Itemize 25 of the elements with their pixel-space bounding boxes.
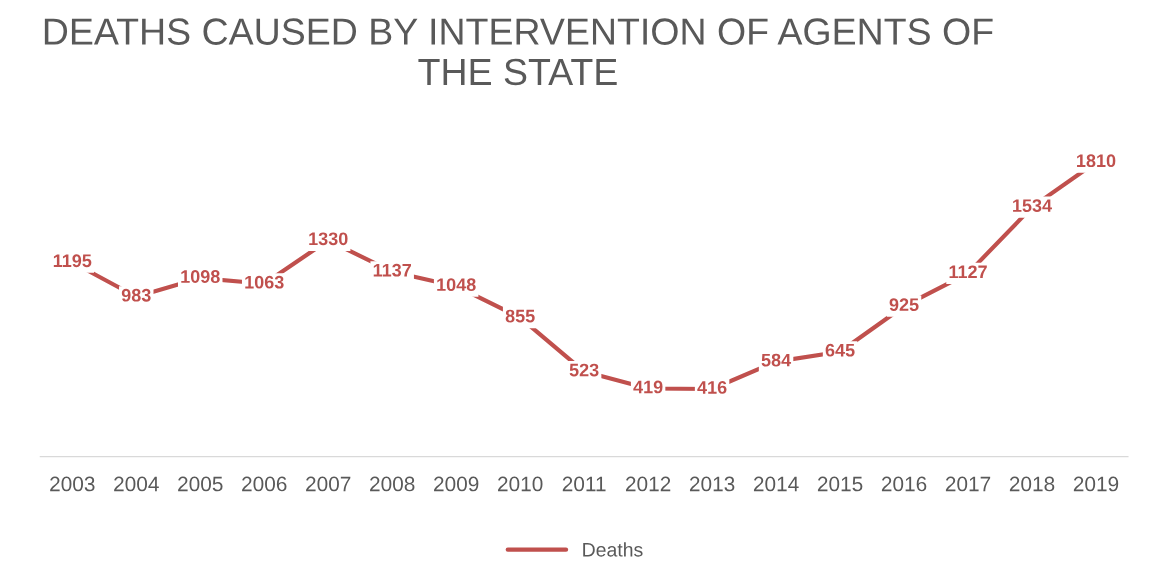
legend-label: Deaths [583, 542, 643, 557]
x-tick-label: 2008 [370, 476, 415, 492]
x-tick-label: 2005 [178, 476, 223, 492]
data-label: 1063 [245, 275, 284, 289]
data-label: 1534 [1013, 199, 1052, 213]
x-tick-label: 2009 [434, 476, 479, 492]
x-tick-label: 2017 [945, 476, 991, 492]
data-label: 1810 [1077, 154, 1116, 168]
x-tick-label: 2015 [817, 476, 863, 492]
x-tick-label: 2004 [114, 476, 159, 492]
data-label: 1098 [181, 270, 220, 283]
x-tick-label: 2018 [1009, 476, 1055, 492]
data-label: 1330 [309, 232, 348, 246]
x-tick-label: 2011 [562, 476, 606, 492]
x-tick-label: 2014 [753, 476, 799, 492]
x-tick-label: 2010 [498, 476, 543, 492]
x-tick-label: 2013 [689, 476, 735, 492]
x-tick-label: 2012 [625, 476, 671, 492]
x-tick-label: 2016 [881, 476, 927, 492]
x-tick-label: 2019 [1073, 476, 1119, 492]
chart-title: DEATHS CAUSED BY INTERVENTION OF AGENTS OF THE STATE [44, 18, 993, 86]
data-label: 1048 [437, 278, 476, 292]
x-tick-label: 2007 [306, 476, 351, 492]
x-tick-label: 2003 [50, 476, 95, 492]
x-tick-label: 2006 [242, 476, 287, 492]
